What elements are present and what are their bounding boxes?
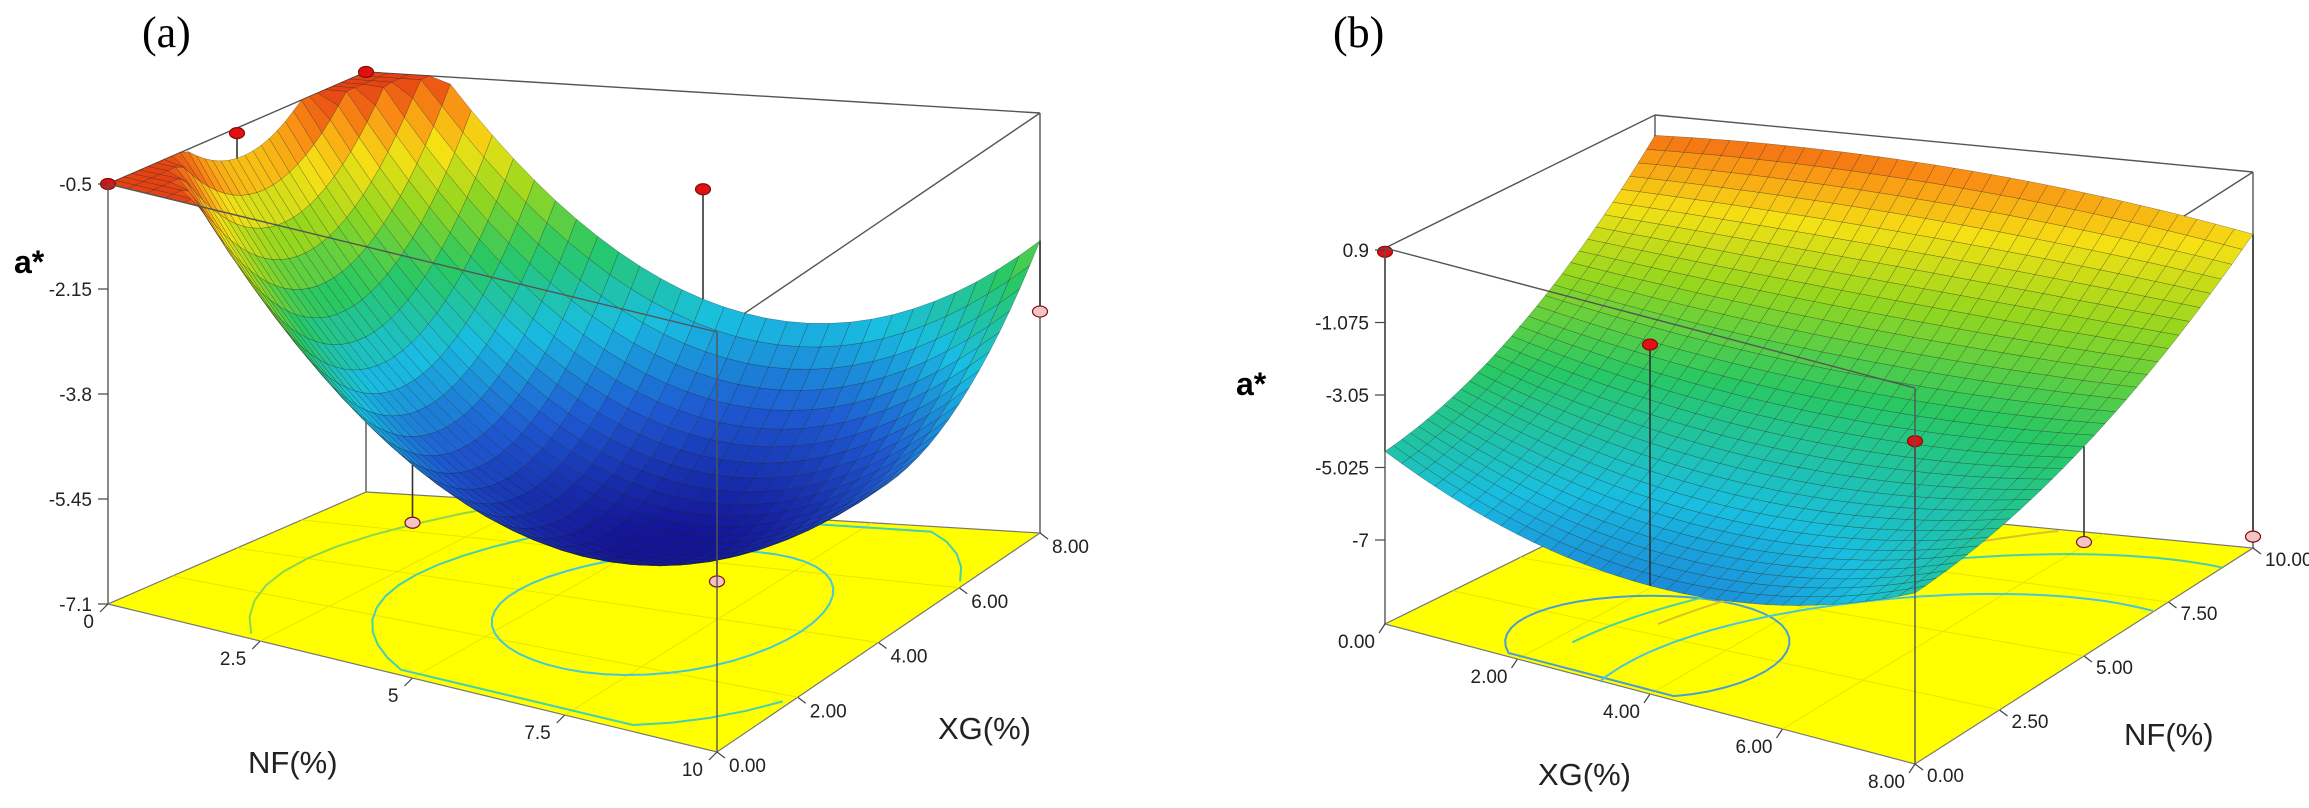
b-z-axis-tick-label: -1.075	[1315, 314, 1369, 335]
a-x-axis-tick-mark	[404, 677, 413, 687]
b-z-axis-tick-label: -5.025	[1315, 459, 1369, 480]
b-x-axis-tick-label: 6.00	[1736, 737, 1773, 758]
b-x-axis-tick-mark	[1776, 728, 1783, 739]
b-x-axis-tick-mark	[1643, 693, 1651, 704]
b-design-point	[2075, 535, 2093, 549]
a-x-axis-tick-label: 10	[682, 760, 703, 781]
panel-a-label: (a)	[142, 8, 191, 57]
b-y-axis-tick-mark	[2083, 655, 2093, 663]
a-x-axis-tick-label: 5	[388, 686, 399, 707]
b-x-axis-tick-mark	[1378, 623, 1386, 634]
a-floor-contour	[248, 503, 511, 634]
b-x-axis-tick-label: 0.00	[1338, 632, 1375, 653]
b-z-axis-tick-label: 0.9	[1343, 241, 1369, 262]
a-x-axis-tick-label: 2.5	[220, 649, 246, 670]
a-y-axis-tick-mark	[878, 642, 887, 649]
a-y-axis-tick-mark	[1039, 532, 1049, 540]
a-x-axis-tick-mark	[251, 640, 261, 650]
b-box-edge	[1654, 114, 2254, 173]
panel-a-x-axis-title: NF(%)	[248, 745, 338, 780]
a-y-axis-tick-mark	[716, 751, 726, 759]
a-floor-gridline	[564, 522, 872, 716]
a-box-edge	[107, 183, 718, 333]
b-floor-contour	[1600, 593, 2154, 682]
a-y-axis-tick-label: 8.00	[1052, 537, 1089, 558]
b-z-axis-tick-label: -3.05	[1326, 386, 1369, 407]
b-y-axis-tick-label: 0.00	[1927, 766, 1964, 787]
b-y-axis-tick-mark	[1999, 709, 2008, 717]
b-x-axis-tick-label: 2.00	[1471, 667, 1508, 688]
a-design-point	[357, 65, 375, 79]
b-y-axis-tick-mark	[2252, 547, 2262, 555]
a-x-axis-tick-mark	[708, 751, 718, 761]
a-floor-gridline	[236, 547, 879, 643]
b-floor-gridline	[1782, 533, 2104, 730]
b-z-axis-tick-label: -7	[1352, 531, 1369, 552]
a-z-axis-tick-label: -7.1	[59, 595, 92, 616]
b-x-axis-tick-mark	[1511, 658, 1518, 669]
a-floor-contour	[491, 549, 835, 677]
b-x-axis-tick-label: 8.00	[1868, 772, 1905, 793]
panel-b-x-axis-title: XG(%)	[1538, 757, 1631, 792]
b-y-axis-tick-mark	[1914, 763, 1924, 771]
b-design-point	[1641, 338, 1659, 351]
b-box-edge	[1384, 114, 1656, 249]
a-z-axis-tick-label: -2.15	[49, 280, 92, 301]
panel-b: (b) a* 0.9 -1.075 -3.05 -5.025 -7 0.00 2.00 4.0…	[1236, 8, 2309, 793]
a-x-axis-tick-mark	[556, 714, 566, 724]
b-y-axis-tick-label: 7.50	[2181, 604, 2218, 625]
a-floor-contour	[371, 514, 963, 727]
panel-b-label: (b)	[1333, 8, 1384, 57]
a-x-axis-tick-mark	[99, 603, 109, 613]
panel-b-y-axis-title: NF(%)	[2124, 717, 2214, 752]
a-z-axis-tick-label: -0.5	[59, 175, 92, 196]
a-design-point	[1031, 305, 1049, 318]
a-y-axis-tick-mark	[958, 587, 968, 595]
b-y-axis-tick-label: 2.50	[2012, 712, 2049, 733]
b-y-axis-tick-label: 10.00	[2265, 550, 2309, 571]
a-y-axis-tick-mark	[797, 696, 807, 704]
b-design-point	[2244, 530, 2262, 543]
panel-a-y-axis-title: XG(%)	[938, 711, 1031, 746]
a-z-axis-tick-label: -5.45	[49, 490, 92, 511]
b-surface-cell	[1646, 135, 1675, 151]
a-y-axis-tick-label: 0.00	[729, 756, 766, 777]
b-floor-contour	[1504, 594, 1791, 698]
a-y-axis-tick-label: 2.00	[810, 701, 847, 722]
a-x-axis-tick-label: 7.5	[524, 723, 550, 744]
panel-a-z-axis-title: a*	[14, 244, 45, 280]
b-y-axis-tick-label: 5.00	[2096, 658, 2133, 679]
panel-b-z-axis-title: a*	[1236, 366, 1267, 402]
b-box-edge	[1384, 247, 1916, 389]
a-box-edge	[716, 112, 1041, 333]
a-design-point	[694, 183, 712, 196]
a-z-axis-tick-label: -3.8	[59, 385, 92, 406]
a-box-edge	[365, 71, 1041, 114]
panel-a: (a) a* -0.5 -2.15 -3.8 -5.45 -7.10 2.5 5 7.5 10 0…	[14, 8, 1089, 781]
b-x-axis-tick-mark	[1908, 763, 1916, 774]
a-design-point	[228, 126, 246, 140]
a-x-axis-tick-label: 0	[83, 612, 94, 633]
b-y-axis-tick-mark	[2168, 601, 2177, 609]
b-x-axis-tick-label: 4.00	[1603, 702, 1640, 723]
a-y-axis-tick-label: 4.00	[891, 647, 928, 668]
a-y-axis-tick-label: 6.00	[971, 592, 1008, 613]
a-design-point	[404, 516, 421, 529]
